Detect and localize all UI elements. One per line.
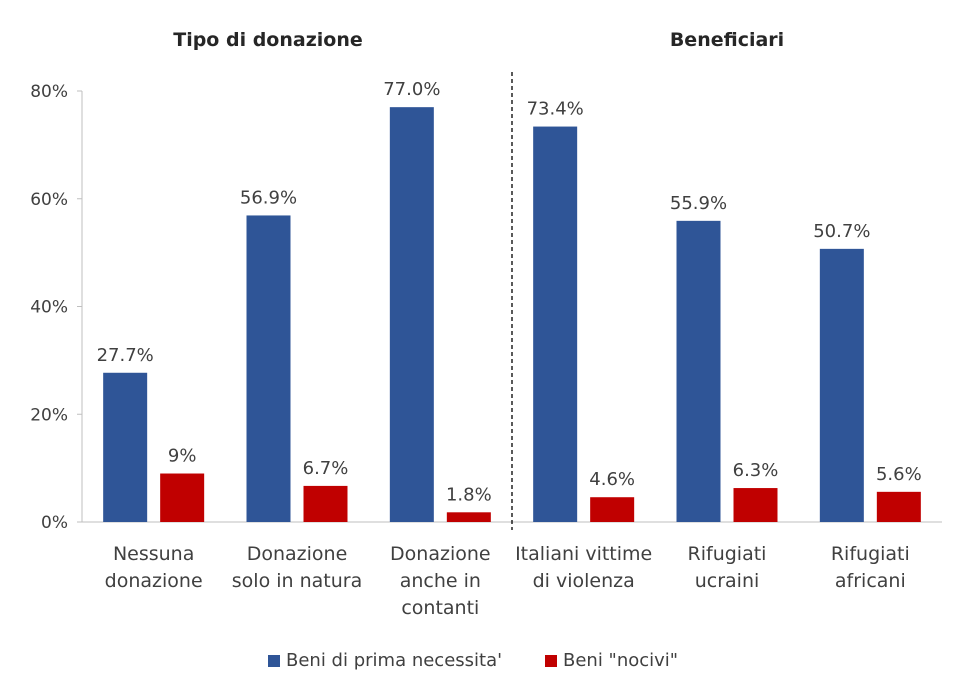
y-tick-label: 0% [41, 513, 68, 533]
bar-beni-prima-necessita [103, 372, 148, 522]
x-category-label: Italiani vittime [515, 543, 652, 565]
group-title-beneficiaries: Beneficiari [670, 29, 784, 51]
x-category-label: ucraini [695, 570, 760, 592]
x-category-label: africani [835, 570, 906, 592]
bar-beni-prima-necessita [676, 220, 721, 522]
data-label: 77.0% [383, 79, 440, 100]
legend-label: Beni di prima necessita' [286, 650, 502, 671]
bar-beni-nocivi [590, 497, 635, 522]
x-category-label: solo in natura [232, 570, 362, 592]
bar-beni-nocivi [446, 512, 491, 522]
data-label: 6.7% [303, 458, 349, 479]
x-category-label: di violenza [533, 570, 635, 592]
bar-beni-nocivi [160, 473, 205, 522]
data-label: 56.9% [240, 187, 297, 208]
group-title-donation-type: Tipo di donazione [173, 29, 363, 51]
legend-swatch [545, 655, 557, 667]
data-label: 6.3% [733, 460, 779, 481]
x-category-label: Donazione [390, 543, 491, 565]
bar-beni-prima-necessita [533, 126, 578, 523]
x-category-label: Rifugiati [831, 543, 910, 565]
bar-beni-prima-necessita [389, 107, 434, 522]
data-label: 55.9% [670, 193, 727, 214]
x-category-label: Donazione [247, 543, 348, 565]
data-label: 27.7% [97, 345, 154, 366]
bar-beni-nocivi [733, 488, 778, 522]
x-category-label: anche in [400, 570, 481, 592]
legend-swatch [268, 655, 280, 667]
y-tick-label: 60% [30, 190, 68, 210]
y-tick-label: 80% [30, 82, 68, 102]
data-label: 5.6% [876, 464, 922, 485]
data-label: 4.6% [589, 469, 635, 490]
bar-beni-nocivi [876, 491, 921, 522]
x-category-label: contanti [401, 597, 479, 619]
legend-label: Beni "nocivi" [563, 650, 678, 671]
y-tick-label: 40% [30, 298, 68, 318]
bar-beni-prima-necessita [819, 248, 864, 522]
y-tick-label: 20% [30, 405, 68, 425]
data-label: 9% [168, 446, 197, 467]
x-category-label: Rifugiati [688, 543, 767, 565]
bar-beni-prima-necessita [246, 215, 291, 523]
data-label: 1.8% [446, 484, 492, 505]
data-label: 50.7% [813, 221, 870, 242]
x-category-label: Nessuna [113, 543, 194, 565]
x-category-label: donazione [105, 570, 203, 592]
bar-beni-nocivi [303, 485, 348, 522]
data-label: 73.4% [527, 99, 584, 120]
